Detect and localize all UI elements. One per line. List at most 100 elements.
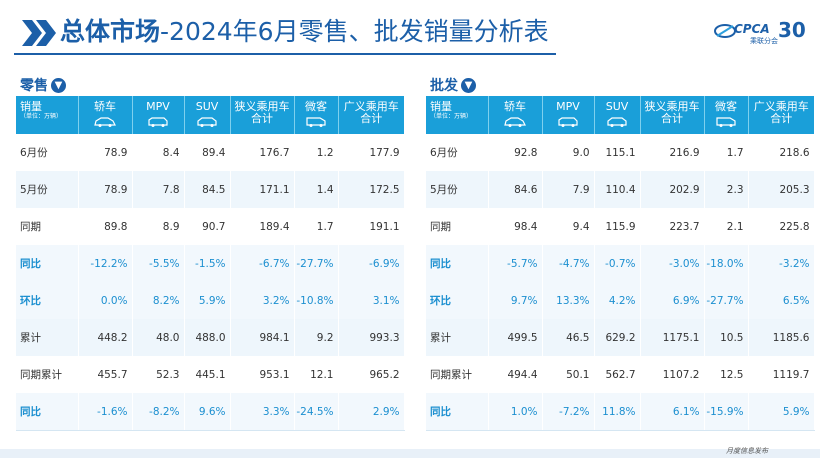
table-cell: -1.6% (78, 393, 133, 431)
table-cell: 171.1 (230, 171, 295, 208)
column-header: 广义乘用车合计 (338, 96, 404, 134)
table-cell: 993.3 (338, 319, 405, 356)
table-cell: 488.0 (184, 319, 231, 356)
row-label: 同比 (16, 393, 79, 431)
table-cell: 5.9% (184, 282, 231, 319)
table-cell: 89.8 (78, 208, 133, 245)
title-rest: -2024年6月零售、批发销量分析表 (160, 17, 549, 46)
table-cell: 448.2 (78, 319, 133, 356)
table-cell: 216.9 (640, 134, 705, 171)
table-cell: 6.5% (748, 282, 815, 319)
table-cell: -3.0% (640, 245, 705, 282)
table-row: 环比 0.0% 8.2% 5.9% 3.2% -10.8% 3.1% (16, 282, 405, 319)
row-label: 同期累计 (426, 356, 489, 393)
table-cell: 9.2 (294, 319, 339, 356)
table-cell: 9.4 (542, 208, 595, 245)
table-cell: 1119.7 (748, 356, 815, 393)
row-label: 5月份 (426, 171, 489, 208)
row-label: 累计 (16, 319, 79, 356)
table-cell: -6.7% (230, 245, 295, 282)
table-row: 同比 -1.6% -8.2% 9.6% 3.3% -24.5% 2.9% (16, 393, 405, 431)
logo-sub-text: 乘联分会 (750, 37, 778, 45)
table-cell: -10.8% (294, 282, 339, 319)
unit-label: （单位：万辆） (20, 113, 63, 120)
table-row: 同期累计 494.4 50.1 562.7 1107.2 12.5 1119.7 (426, 356, 815, 393)
table-cell: 1107.2 (640, 356, 705, 393)
table-row: 环比 9.7% 13.3% 4.2% 6.9% -27.7% 6.5% (426, 282, 815, 319)
column-label: MPV (146, 100, 170, 113)
unit-label: （单位：万辆） (430, 113, 473, 120)
table-cell: -5.7% (488, 245, 543, 282)
table-cell: -6.9% (338, 245, 405, 282)
column-header: SUV (184, 96, 231, 134)
column-label: SUV (195, 100, 219, 113)
table-cell: 953.1 (230, 356, 295, 393)
wholesale-table: 销量 （单位：万辆） 轿车 MPV SUV 狭义乘用车合计 微客 广义乘用车合计 6月份 92.8… (426, 96, 815, 431)
table-cell: 9.7% (488, 282, 543, 319)
table-cell: -1.5% (184, 245, 231, 282)
row-label: 5月份 (16, 171, 79, 208)
table-cell: -27.7% (704, 282, 749, 319)
table-cell: -8.2% (132, 393, 185, 431)
table-cell: -0.7% (594, 245, 641, 282)
row-label: 累计 (426, 319, 489, 356)
table-cell: 8.9 (132, 208, 185, 245)
footer-strip (0, 449, 820, 458)
table-cell: 6.1% (640, 393, 705, 431)
row-label: 同期累计 (16, 356, 79, 393)
table-cell: -24.5% (294, 393, 339, 431)
table-cell: 7.8 (132, 171, 185, 208)
table-cell: 2.1 (704, 208, 749, 245)
table-row: 同比 -12.2% -5.5% -1.5% -6.7% -27.7% -6.9% (16, 245, 405, 282)
table-cell: 78.9 (78, 134, 133, 171)
table-cell: 9.6% (184, 393, 231, 431)
table-row: 5月份 78.9 7.8 84.5 171.1 1.4 172.5 (16, 171, 405, 208)
table-row: 同比 1.0% -7.2% 11.8% 6.1% -15.9% 5.9% (426, 393, 815, 431)
column-label: 轿车 (94, 100, 116, 113)
column-header: SUV (594, 96, 641, 134)
column-label: 轿车 (504, 100, 526, 113)
table-cell: 11.8% (594, 393, 641, 431)
page-title: 总体市场-2024年6月零售、批发销量分析表 (60, 12, 549, 48)
retail-table: 销量 （单位：万辆） 轿车 MPV SUV 狭义乘用车合计 微客 广义乘用车合计 6月份 78.9… (16, 96, 405, 431)
column-header: 微客 (294, 96, 339, 134)
table-header-sales: 销量 （单位：万辆） (426, 96, 489, 134)
title-bold: 总体市场 (60, 17, 161, 46)
title-underline (14, 53, 556, 55)
row-label: 环比 (16, 282, 79, 319)
table-cell: 1185.6 (748, 319, 815, 356)
table-cell: 202.9 (640, 171, 705, 208)
table-row: 6月份 92.8 9.0 115.1 216.9 1.7 218.6 (426, 134, 815, 171)
table-cell: 455.7 (78, 356, 133, 393)
row-label: 同期 (426, 208, 489, 245)
table-cell: 172.5 (338, 171, 405, 208)
table-row: 同期 89.8 8.9 90.7 189.4 1.7 191.1 (16, 208, 405, 245)
table-cell: -12.2% (78, 245, 133, 282)
minivan-icon (715, 113, 737, 130)
table-cell: 191.1 (338, 208, 405, 245)
table-row: 同比 -5.7% -4.7% -0.7% -3.0% -18.0% -3.2% (426, 245, 815, 282)
table-cell: 223.7 (640, 208, 705, 245)
double-chevron-right-icon (22, 20, 56, 46)
table-cell: 9.0 (542, 134, 595, 171)
table-cell: 2.3 (704, 171, 749, 208)
table-row: 累计 448.2 48.0 488.0 984.1 9.2 993.3 (16, 319, 405, 356)
column-label: MPV (556, 100, 580, 113)
cpca-logo: CPCA 乘联分会 30 (714, 14, 814, 50)
wholesale-section-label: 批发 ▼ (430, 75, 476, 95)
column-label: 广义乘用车合计 (753, 100, 809, 125)
table-cell: 10.5 (704, 319, 749, 356)
row-label: 同期 (16, 208, 79, 245)
table-cell: 8.4 (132, 134, 185, 171)
table-cell: 189.4 (230, 208, 295, 245)
table-cell: 629.2 (594, 319, 641, 356)
table-cell: 78.9 (78, 171, 133, 208)
column-label: 微客 (715, 100, 737, 113)
column-header: 轿车 (78, 96, 133, 134)
retail-section-label: 零售 ▼ (20, 75, 66, 95)
table-cell: 177.9 (338, 134, 405, 171)
table-cell: 90.7 (184, 208, 231, 245)
table-cell: -4.7% (542, 245, 595, 282)
column-header: 狭义乘用车合计 (640, 96, 705, 134)
table-cell: -27.7% (294, 245, 339, 282)
